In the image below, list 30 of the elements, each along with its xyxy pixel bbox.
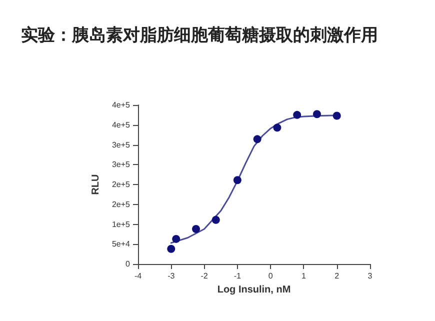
x-tick-label: -1: [234, 272, 242, 280]
y-tick-label: 2e+5: [112, 180, 131, 189]
x-tick-label: 2: [334, 272, 340, 280]
point: [312, 110, 321, 118]
y-tick-label: 2e+5: [112, 200, 131, 209]
y-tick-label: 1e+5: [112, 220, 131, 229]
point: [212, 216, 220, 224]
y-tick-label: 3e+5: [112, 160, 131, 170]
point: [192, 225, 200, 234]
x-tick-label: 1: [301, 272, 306, 280]
point: [167, 244, 176, 253]
x-tick-label: 3: [368, 272, 373, 280]
y-tick-label: 3e+5: [112, 140, 131, 150]
x-tick-label: 0: [268, 272, 274, 280]
x-tick-label: -3: [168, 272, 176, 280]
y-tick-label: 4e+5: [112, 100, 131, 110]
point: [332, 112, 341, 120]
point: [273, 124, 282, 132]
y-tick-label: 5e+4: [112, 240, 131, 249]
point: [293, 110, 302, 119]
x-tick-label: -2: [200, 272, 208, 280]
y-tick-label: 4e+5: [112, 120, 131, 130]
y-tick-label: 0: [126, 260, 131, 268]
x-tick-label: -4: [134, 272, 142, 280]
point: [233, 176, 242, 184]
chart-title: 实验：胰岛素对脂肪细胞葡萄糖摄取的刺激作用: [21, 26, 378, 46]
point: [172, 234, 180, 243]
y-axis-title: RLU: [90, 174, 102, 195]
point: [253, 135, 262, 144]
x-axis-title: Log Insulin, nM: [217, 284, 291, 296]
